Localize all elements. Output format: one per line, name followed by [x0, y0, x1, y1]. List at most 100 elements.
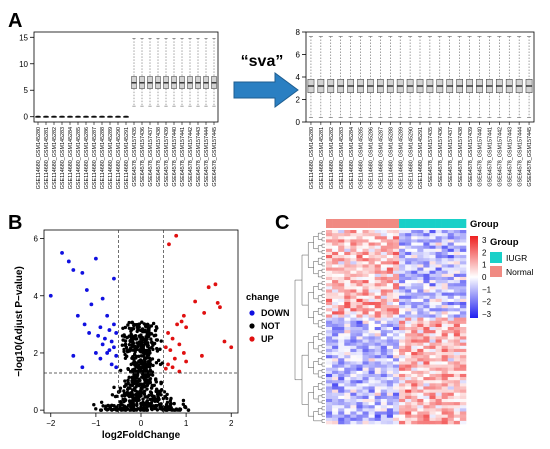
heatmap-cell — [411, 405, 418, 409]
heatmap-cell — [356, 251, 363, 256]
heatmap-cell — [411, 233, 418, 237]
heatmap-cell — [399, 367, 406, 372]
heatmap-cell — [453, 402, 461, 406]
dendrogram-branch — [321, 306, 325, 311]
heatmap-cell — [399, 301, 406, 306]
heatmap-cell — [332, 420, 339, 425]
heatmap-cell — [344, 330, 351, 334]
x-tick-label: GSE114680_GSM145288 — [388, 127, 394, 189]
dendrogram-branch — [321, 293, 325, 298]
panel-c-label: C — [275, 212, 289, 234]
heatmap-cell — [453, 320, 461, 325]
heatmap-cell — [405, 308, 412, 312]
heatmap-cell — [411, 411, 418, 415]
heatmap-cell — [338, 345, 345, 350]
heatmap-cell — [338, 261, 345, 265]
heatmap-cell — [332, 233, 339, 237]
heatmap-cell — [392, 261, 400, 265]
heatmap-cell — [411, 408, 418, 412]
heatmap-cell — [332, 411, 339, 415]
heatmap-cell — [392, 236, 400, 240]
not-point — [155, 326, 159, 330]
x-tick-label: GSE64578_GSM157435 — [132, 127, 138, 187]
heatmap-cell — [356, 395, 363, 400]
heatmap-cell — [423, 358, 430, 362]
heatmap-cell — [344, 245, 351, 250]
heatmap-cell — [332, 380, 339, 384]
heatmap-cell — [362, 248, 369, 253]
heatmap-cell — [459, 373, 467, 378]
down-point — [109, 339, 114, 344]
heatmap-cell — [405, 339, 412, 343]
heatmap-cell — [441, 323, 449, 328]
not-point — [118, 386, 123, 390]
heatmap-cell — [332, 270, 339, 275]
legend-label: DOWN — [261, 308, 290, 318]
heatmap-cell — [435, 392, 442, 397]
heatmap-cell — [386, 317, 394, 322]
heatmap-cell — [399, 320, 406, 325]
heatmap-cell — [350, 242, 357, 246]
heatmap-cell — [368, 345, 375, 350]
heatmap-cell — [429, 305, 436, 309]
heatmap-cell — [344, 242, 351, 246]
heatmap-cell — [411, 339, 418, 343]
heatmap-cell — [435, 323, 442, 328]
heatmap-cell — [447, 261, 455, 265]
heatmap-cell — [399, 289, 406, 293]
annotation-label: Group — [470, 219, 499, 230]
y-tick-label: 6 — [296, 51, 301, 60]
heatmap-cell — [344, 317, 351, 322]
heatmap-cell — [405, 255, 412, 259]
heatmap-cell — [459, 411, 467, 415]
heatmap-cell — [326, 239, 333, 243]
heatmap-cell — [417, 352, 424, 356]
heatmap-cell — [459, 367, 467, 372]
dendrogram-branch — [321, 262, 325, 267]
heatmap-cell — [447, 242, 455, 246]
heatmap-cell — [459, 414, 467, 419]
heatmap-cell — [429, 386, 436, 390]
heatmap-cell — [374, 292, 382, 297]
heatmap-cell — [332, 389, 339, 394]
heatmap-cell — [423, 420, 430, 425]
heatmap-cell — [453, 405, 461, 409]
heatmap-cell — [459, 242, 467, 246]
heatmap-cell — [338, 373, 345, 378]
heatmap-cell — [411, 352, 418, 356]
heatmap-cell — [459, 339, 467, 343]
heatmap-cell — [356, 339, 363, 343]
x-tick-label: GSE64578_GSM157443 — [507, 127, 513, 187]
not-point — [146, 323, 150, 327]
heatmap-cell — [368, 273, 375, 278]
not-point — [172, 401, 176, 406]
heatmap-cell — [350, 342, 357, 347]
heatmap-cell — [447, 320, 455, 325]
heatmap-cell — [374, 345, 382, 350]
heatmap-cell — [338, 236, 345, 240]
heatmap-cell — [417, 414, 424, 419]
not-point — [132, 336, 136, 341]
not-point — [126, 393, 130, 397]
heatmap-cell — [392, 339, 400, 343]
heatmap-cell — [435, 258, 442, 262]
heatmap-cell — [356, 320, 363, 325]
heatmap-cell — [380, 392, 388, 397]
heatmap-cell — [386, 245, 394, 250]
heatmap-cell — [423, 283, 430, 287]
heatmap-cell — [392, 370, 400, 375]
heatmap-cell — [350, 236, 357, 240]
dendrogram-branch — [321, 287, 325, 292]
heatmap-cell — [374, 242, 382, 246]
x-tick-label: GSE114680_GSM145290 — [116, 127, 122, 189]
heatmap-cell — [368, 258, 375, 262]
heatmap-cell — [368, 342, 375, 347]
heatmap-cell — [429, 345, 436, 350]
heatmap-cell — [338, 405, 345, 409]
heatmap-cell — [386, 377, 394, 381]
heatmap-cell — [356, 273, 363, 278]
heatmap-cell — [326, 364, 333, 368]
heatmap-cell — [423, 355, 430, 359]
